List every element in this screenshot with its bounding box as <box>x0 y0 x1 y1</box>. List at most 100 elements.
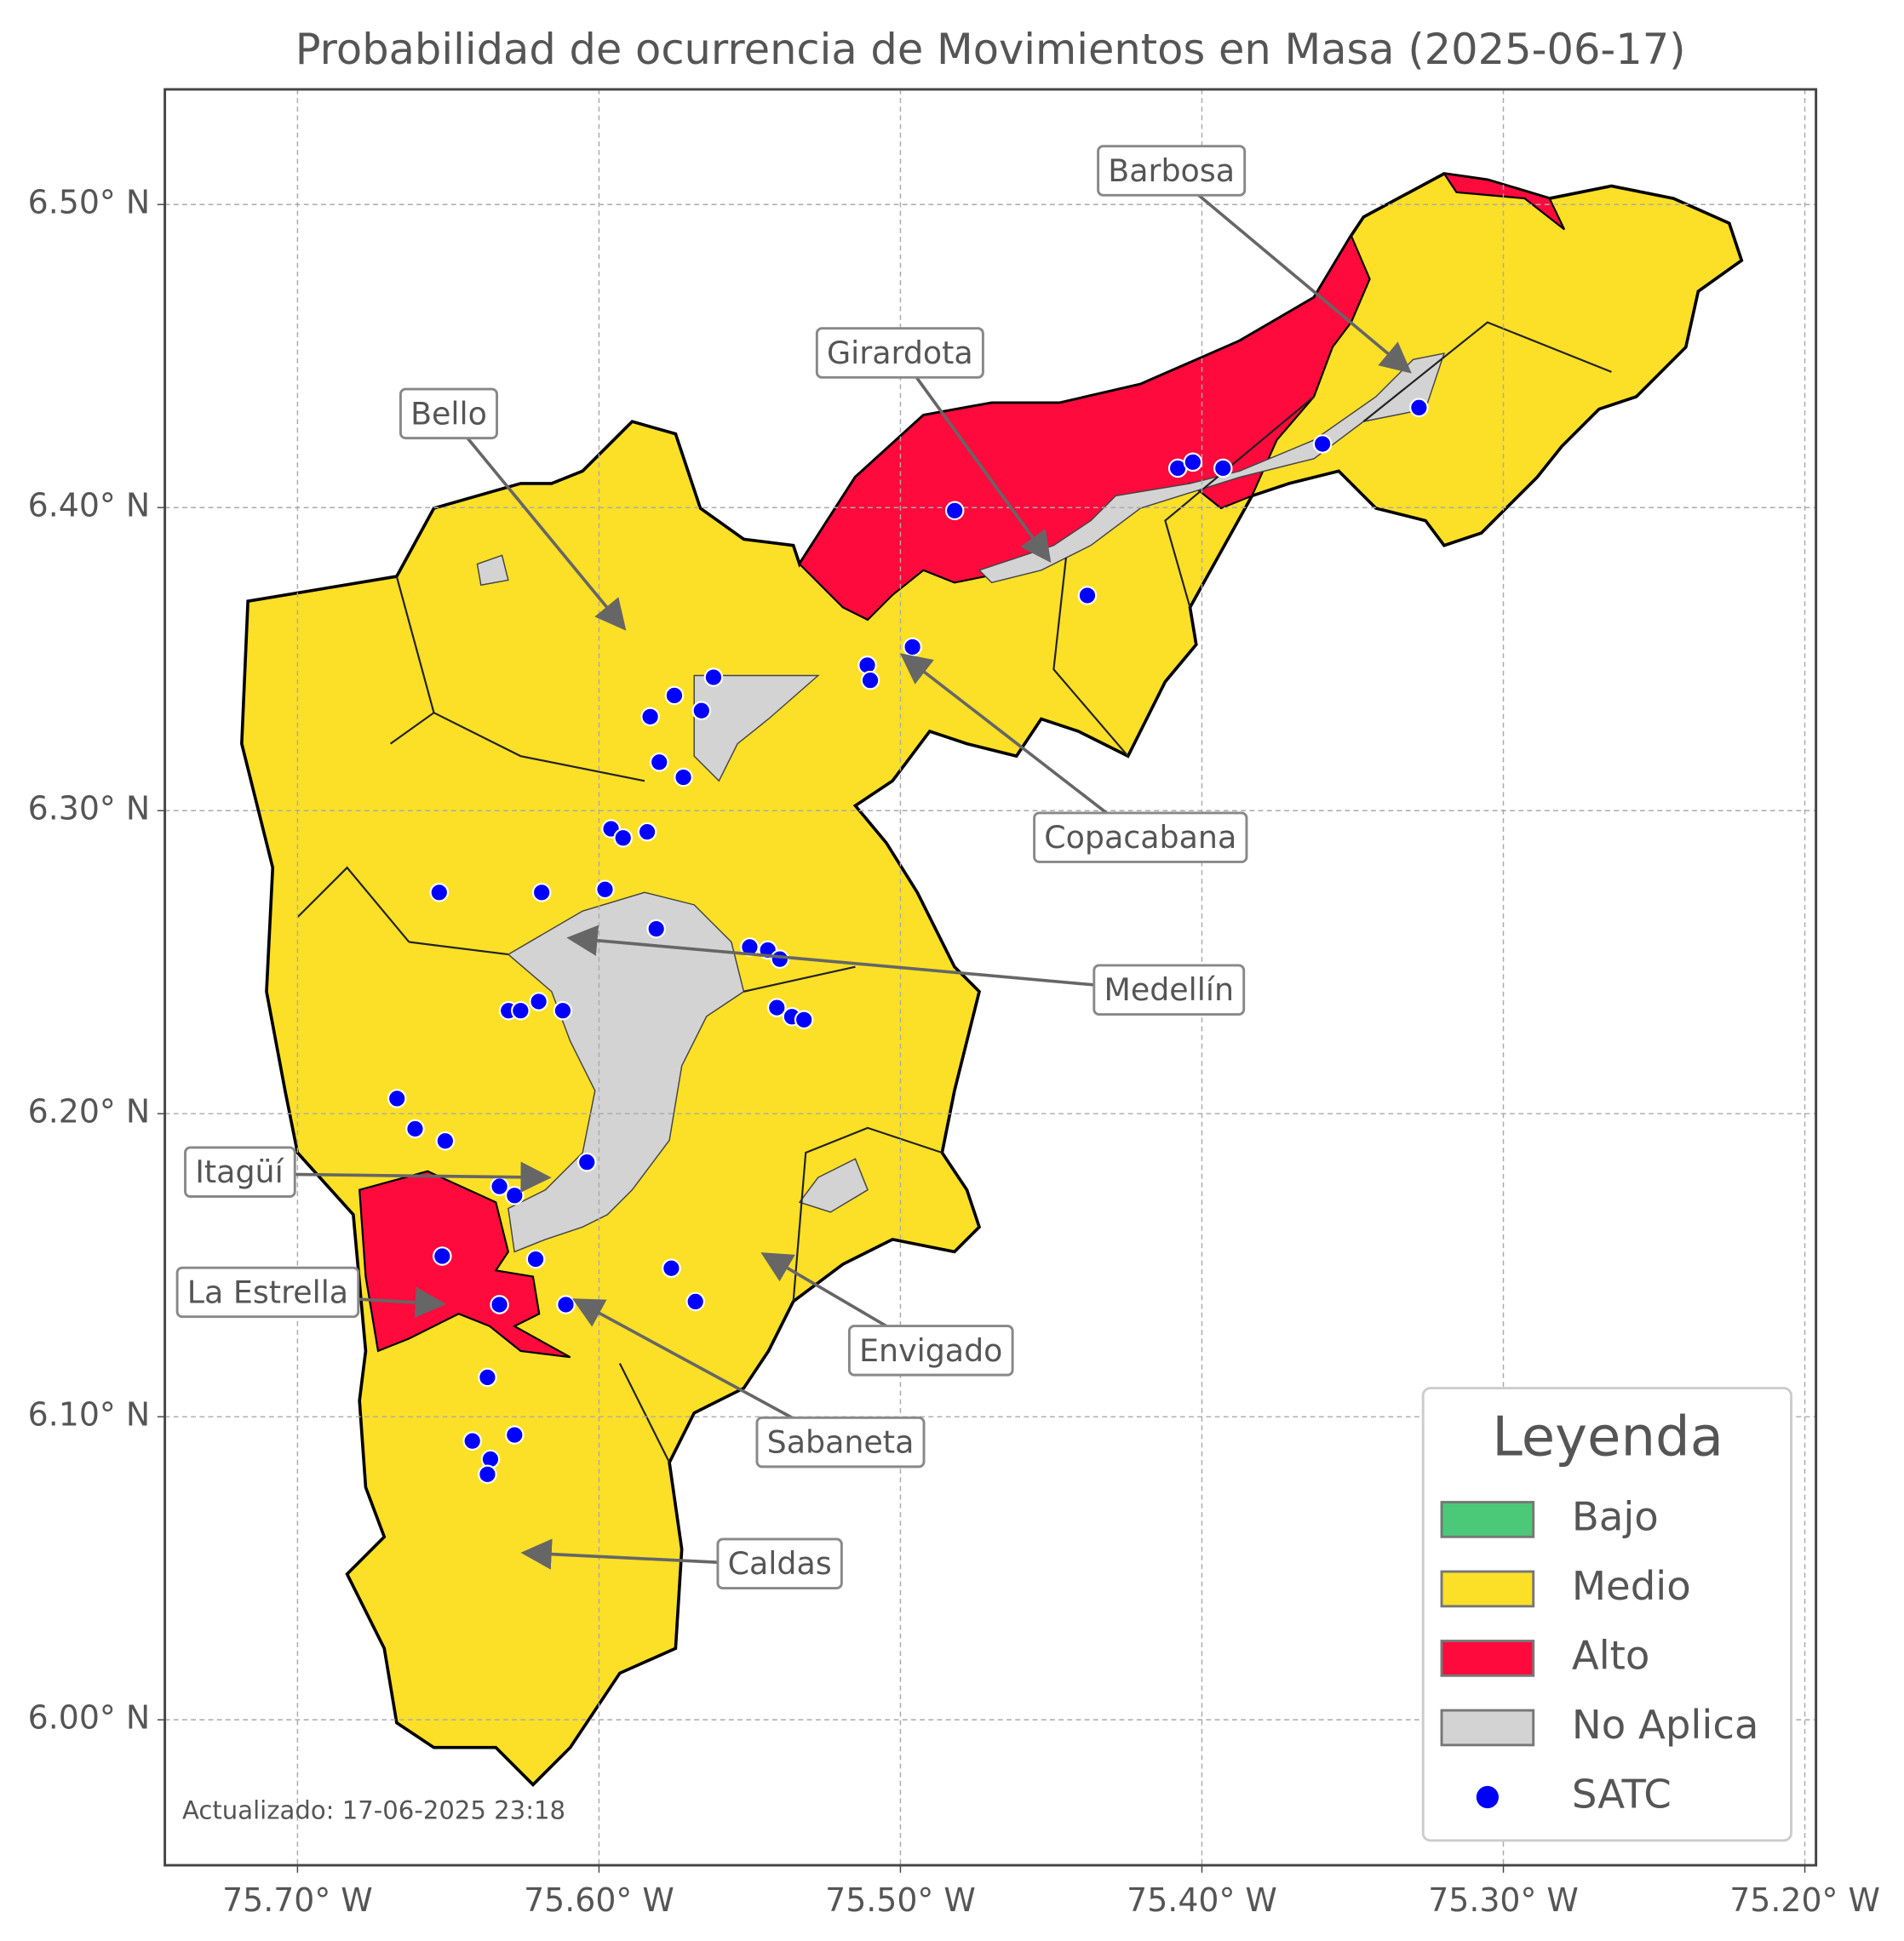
satc-point <box>740 937 760 957</box>
satc-point <box>640 707 660 727</box>
annotation-box <box>847 1325 1014 1377</box>
region-no-aplica <box>978 352 1446 584</box>
satc-point <box>505 1186 525 1205</box>
annotation-label: Girardota <box>827 335 973 371</box>
map-title: Probabilidad de ocurrencia de Movimiento… <box>295 25 1686 74</box>
legend-patch <box>1440 1640 1535 1677</box>
district-boundary <box>1164 396 1315 608</box>
satc-point <box>553 1000 573 1021</box>
annotation-arrow <box>1170 171 1412 374</box>
legend-patch <box>1440 1709 1535 1747</box>
legend-label: No Aplica <box>1572 1702 1759 1748</box>
annotation-arrow <box>898 353 1052 564</box>
annotation-box <box>716 1537 843 1589</box>
satc-point <box>595 879 615 900</box>
satc-point <box>576 1152 597 1172</box>
district-boundary <box>1362 321 1612 422</box>
satc-point <box>664 685 685 706</box>
annotation-arrow <box>566 925 1169 993</box>
satc-point <box>703 667 724 687</box>
legend-title: Leyenda <box>1492 1406 1723 1469</box>
footnote: Actualizado: 17-06-2025 23:18 <box>182 1795 565 1824</box>
region-no-aplica <box>693 674 820 782</box>
satc-point <box>674 767 693 787</box>
annotation-box <box>815 327 984 379</box>
region-no-aplica <box>476 554 509 587</box>
district-boundary <box>296 866 410 943</box>
annotation-box <box>1097 145 1247 197</box>
legend-label: Bajo <box>1572 1493 1659 1539</box>
satc-point <box>405 1119 425 1139</box>
annotation-arrow <box>447 414 627 631</box>
satc-point <box>1213 458 1233 478</box>
legend-patch <box>1440 1501 1535 1538</box>
annotation-box <box>184 1146 296 1198</box>
satc-point <box>1312 434 1333 454</box>
plot-frame <box>163 88 1818 1867</box>
y-tick-label: 6.10° N <box>28 1396 150 1434</box>
satc-point <box>646 919 666 939</box>
annotation-label: Barbosa <box>1108 152 1235 189</box>
satc-point <box>860 670 880 690</box>
y-tick-label: 6.00° N <box>28 1699 150 1737</box>
satc-point <box>662 1258 681 1279</box>
annotation-label: Copacabana <box>1044 819 1236 856</box>
district-boundary <box>409 941 508 956</box>
legend-label: Medio <box>1572 1563 1691 1609</box>
annotation-label: Bello <box>410 395 487 432</box>
satc-point <box>511 1000 530 1021</box>
satc-point <box>1183 452 1203 472</box>
satc-point <box>613 827 634 848</box>
satc-point <box>903 637 922 657</box>
y-tick-label: 6.40° N <box>28 487 150 524</box>
x-tick-label: 75.60° W <box>524 1881 674 1919</box>
satc-point <box>525 1249 546 1269</box>
annotation-label: Itagüí <box>195 1154 284 1190</box>
satc-point <box>637 822 657 842</box>
district-boundary <box>792 1126 943 1302</box>
annotation-box <box>1033 811 1248 863</box>
x-tick-label: 75.30° W <box>1428 1881 1579 1919</box>
x-tick-label: 75.50° W <box>825 1881 976 1919</box>
satc-point <box>649 752 669 772</box>
legend-marker <box>1476 1785 1499 1809</box>
satc-point <box>944 501 965 521</box>
legend-patch <box>1440 1570 1535 1608</box>
region-no-aplica <box>507 891 745 1253</box>
district-boundary <box>433 712 645 782</box>
x-tick-label: 75.70° W <box>222 1881 373 1919</box>
district-boundary <box>389 575 435 745</box>
legend-label: Alto <box>1572 1632 1650 1678</box>
satc-point <box>529 992 548 1011</box>
annotation-label: Caldas <box>728 1545 832 1582</box>
x-tick-label: 75.20° W <box>1729 1881 1880 1919</box>
district-boundary <box>618 1362 671 1463</box>
annotation-box <box>399 387 498 440</box>
district-boundary <box>743 965 856 993</box>
annotation-arrow <box>899 653 1142 841</box>
satc-point <box>531 883 552 902</box>
satc-point <box>1409 398 1429 418</box>
region-alto <box>798 233 1371 621</box>
satc-point <box>505 1425 525 1445</box>
satc-point <box>462 1431 483 1451</box>
satc-point <box>685 1291 705 1312</box>
y-tick-label: 6.20° N <box>28 1093 150 1131</box>
satc-point <box>429 883 450 902</box>
region-alto <box>1442 172 1566 231</box>
satc-point <box>1077 586 1098 605</box>
legend-label: SATC <box>1572 1771 1672 1817</box>
annotation-box <box>755 1416 926 1469</box>
satc-point <box>556 1295 576 1314</box>
satc-point <box>435 1131 456 1151</box>
annotation-box <box>1093 964 1246 1016</box>
satc-point <box>478 1367 497 1388</box>
satc-point <box>794 1010 814 1030</box>
annotation-label: La Estrella <box>187 1274 348 1310</box>
annotation-label: Medellín <box>1104 971 1234 1008</box>
y-tick-label: 6.50° N <box>28 184 150 221</box>
satc-point <box>691 701 712 721</box>
district-boundary <box>1052 558 1129 757</box>
x-tick-label: 75.40° W <box>1127 1881 1277 1919</box>
